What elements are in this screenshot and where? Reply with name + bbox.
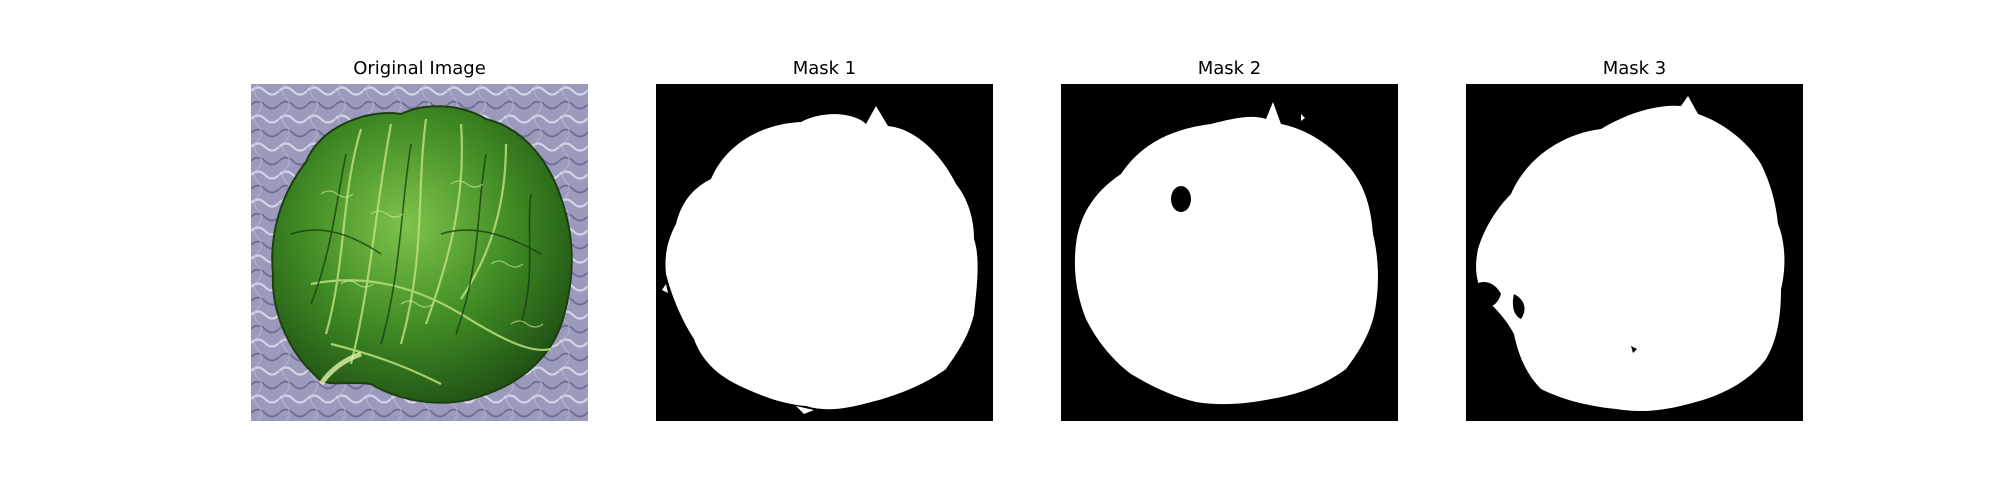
panel-title-mask-1: Mask 1 [792,58,857,79]
original-image [251,84,588,421]
panel-title-mask-2: Mask 2 [1197,58,1262,79]
mask-2-image [1061,84,1398,421]
mask-1-image [656,84,993,421]
mask-3-image [1466,84,1803,421]
panel-title-mask-3: Mask 3 [1602,58,1667,79]
panel-title-original: Original Image [353,58,486,79]
